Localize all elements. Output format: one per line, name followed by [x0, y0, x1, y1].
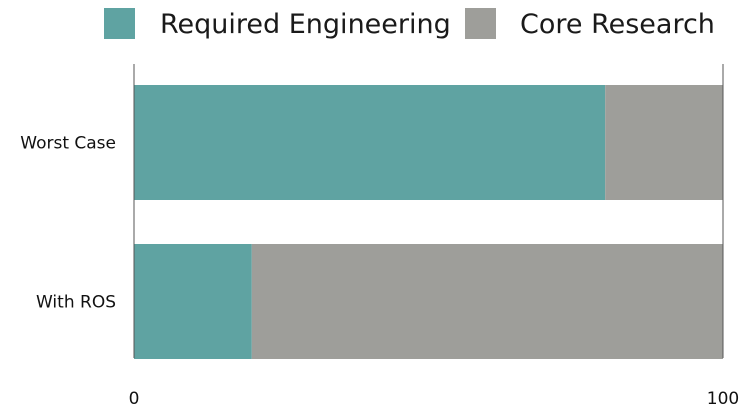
legend-swatch-required-engineering [104, 8, 135, 39]
category-label-worst-case: Worst Case [20, 134, 116, 154]
legend-label-core-research: Core Research [520, 9, 715, 40]
category-label-with-ros: With ROS [36, 293, 116, 313]
x-tick-label-100: 100 [707, 389, 739, 409]
x-tick-label-0: 0 [129, 389, 140, 409]
bar-with-ros-core-research [251, 244, 724, 359]
category-labels: Worst Case With ROS [20, 134, 116, 313]
x-tick-labels: 0 100 [129, 389, 740, 409]
legend-swatch-core-research [465, 8, 496, 39]
bar-worst-case-core-research [605, 85, 723, 200]
legend-label-required-engineering: Required Engineering [160, 9, 451, 40]
bar-with-ros-required-engineering [134, 244, 252, 359]
bar-group [134, 85, 724, 359]
bar-worst-case-required-engineering [134, 85, 606, 200]
chart-legend: Required Engineering Core Research [104, 8, 715, 40]
